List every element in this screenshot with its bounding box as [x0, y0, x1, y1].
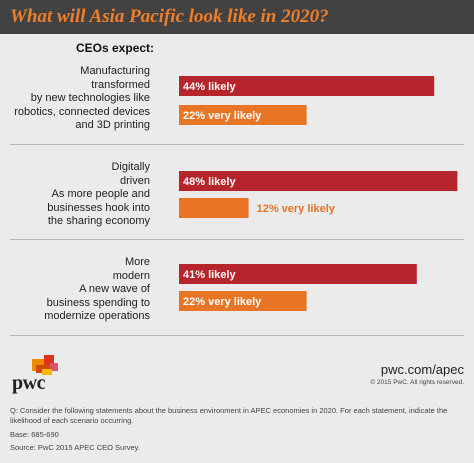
category-label-line: Manufacturing: [80, 65, 150, 77]
pwc-logo-icon: [32, 355, 58, 375]
section-divider: [10, 144, 464, 145]
category-label-line: by new technologies like: [30, 92, 150, 105]
website-url: pwc.com/apec: [380, 362, 464, 377]
category-label-line: business spending to: [46, 296, 150, 309]
bar-digital-likely: [179, 171, 458, 191]
category-label-modern: More modern A new wave of business spend…: [44, 256, 150, 324]
bar-value-label: 12% very likely: [257, 203, 336, 215]
category-label-line: businesses hook into: [47, 201, 150, 214]
category-label-line: As more people and: [51, 188, 150, 201]
bar-manufacturing-very-likely: [179, 105, 307, 125]
section-divider: [10, 239, 464, 240]
bar-value-label: 41% likely: [183, 269, 236, 281]
category-label-line: driven: [120, 174, 150, 187]
bar-digital-very-likely: [179, 198, 249, 218]
bar-modern-very-likely: [179, 291, 307, 311]
category-label-manufacturing: Manufacturing transformed by new technol…: [14, 65, 150, 133]
survey-question: Q: Consider the following statements abo…: [10, 406, 448, 425]
section-divider: [10, 335, 464, 336]
bar-modern-likely: [179, 264, 417, 284]
pwc-logo-text: pwc: [12, 372, 45, 394]
category-label-digital: Digitally driven As more people and busi…: [47, 161, 150, 229]
copyright: © 2015 PwC. All rights reserved.: [370, 379, 464, 386]
bar-value-label: 44% likely: [183, 81, 236, 93]
header-bar: What will Asia Pacific look like in 2020…: [0, 0, 474, 34]
page-title: What will Asia Pacific look like in 2020…: [10, 6, 329, 27]
category-label-line: robotics, connected devices: [14, 105, 150, 118]
bar-manufacturing-likely: [179, 76, 435, 96]
category-label-line: modernize operations: [44, 310, 150, 323]
bar-value-label: 22% very likely: [183, 110, 262, 122]
survey-source: Source: PwC 2015 APEC CEO Survey.: [10, 443, 140, 452]
category-label-line: Digitally: [111, 161, 150, 173]
survey-base: Base: 685-690: [10, 430, 59, 439]
category-label-line: and 3D printing: [75, 119, 150, 132]
category-label-line: A new wave of: [79, 283, 150, 296]
bar-value-label: 48% likely: [183, 176, 236, 188]
category-label-line: More: [124, 256, 150, 268]
bar-chart: 44% likely 22% very likely 48% likely 12% v…: [179, 76, 458, 311]
category-label-line: modern: [112, 269, 150, 282]
bar-value-label: 22% very likely: [183, 296, 262, 308]
category-label-line: the sharing economy: [47, 215, 150, 228]
chart-subhead: CEOs expect:: [76, 41, 155, 55]
category-label-line: transformed: [91, 78, 150, 91]
